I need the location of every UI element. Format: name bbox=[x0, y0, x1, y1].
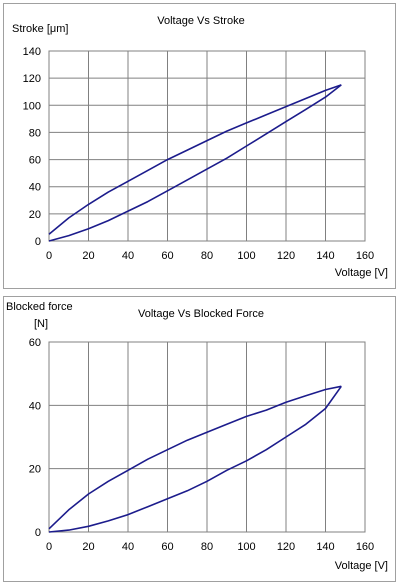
series-line-ascending bbox=[48, 385, 342, 530]
y-axis-title-line: [N] bbox=[34, 318, 48, 330]
y-tick-label: 0 bbox=[35, 527, 41, 539]
stroke-chart: 0 20 40 60 80 100 120 140 160020406080100120140V… bbox=[12, 15, 388, 279]
y-tick-label: 20 bbox=[29, 464, 41, 476]
x-tick-label: 40 bbox=[122, 250, 134, 262]
x-tick-label: 20 bbox=[82, 250, 94, 262]
x-tick-label: 120 bbox=[277, 541, 295, 553]
stroke-chart-panel: 0 20 40 60 80 100 120 140 160 0 20 40 60 80 100 120 140 V… bbox=[3, 3, 396, 289]
y-axis-title-line: Blocked force bbox=[6, 301, 73, 313]
y-tick-label: 0 bbox=[35, 236, 41, 248]
x-tick-label: 100 bbox=[237, 541, 255, 553]
x-tick-label: 60 bbox=[161, 541, 173, 553]
x-tick-label: 100 bbox=[237, 250, 255, 262]
x-tick-label: 80 bbox=[201, 541, 213, 553]
y-tick-label: 60 bbox=[29, 337, 41, 349]
y-tick-label: 60 bbox=[29, 155, 41, 167]
series-line-descending bbox=[48, 385, 342, 533]
x-tick-label: 60 bbox=[161, 250, 173, 262]
y-tick-label: 20 bbox=[29, 209, 41, 221]
y-tick-label: 140 bbox=[23, 46, 41, 58]
force-chart-panel: 0 20 40 60 80 100 120 140 160 0 20 40 60 Voltage Vs B… bbox=[3, 296, 396, 582]
y-tick-label: 40 bbox=[29, 400, 41, 412]
plot-area bbox=[48, 341, 366, 533]
chart-title: Voltage Vs Stroke bbox=[157, 15, 244, 27]
y-axis-title: Stroke [μm] bbox=[12, 23, 68, 35]
y-tick-label: 120 bbox=[23, 73, 41, 85]
x-tick-label: 80 bbox=[201, 250, 213, 262]
x-tick-label: 120 bbox=[277, 250, 295, 262]
x-tick-label: 140 bbox=[316, 541, 334, 553]
y-tick-label: 100 bbox=[23, 100, 41, 112]
x-tick-label: 0 bbox=[46, 250, 52, 262]
x-tick-label: 140 bbox=[316, 250, 334, 262]
series-line-ascending bbox=[48, 84, 342, 235]
x-tick-label: 160 bbox=[356, 541, 374, 553]
plot-area bbox=[48, 50, 366, 242]
x-tick-label: 40 bbox=[122, 541, 134, 553]
x-axis-title: Voltage [V] bbox=[335, 560, 388, 572]
y-axis-title: Blocked force [N] bbox=[6, 301, 73, 330]
y-tick-label: 80 bbox=[29, 127, 41, 139]
chart-title: Voltage Vs Blocked Force bbox=[138, 308, 264, 320]
x-tick-label: 0 bbox=[46, 541, 52, 553]
x-axis-title: Voltage [V] bbox=[335, 267, 388, 279]
x-tick-label: 160 bbox=[356, 250, 374, 262]
force-chart: 0 20 40 60 80 100 120 140 160 0 20 40 60 Voltage Vs B… bbox=[6, 301, 388, 572]
series-line-descending bbox=[48, 84, 342, 242]
y-tick-label: 40 bbox=[29, 182, 41, 194]
x-tick-label: 20 bbox=[82, 541, 94, 553]
